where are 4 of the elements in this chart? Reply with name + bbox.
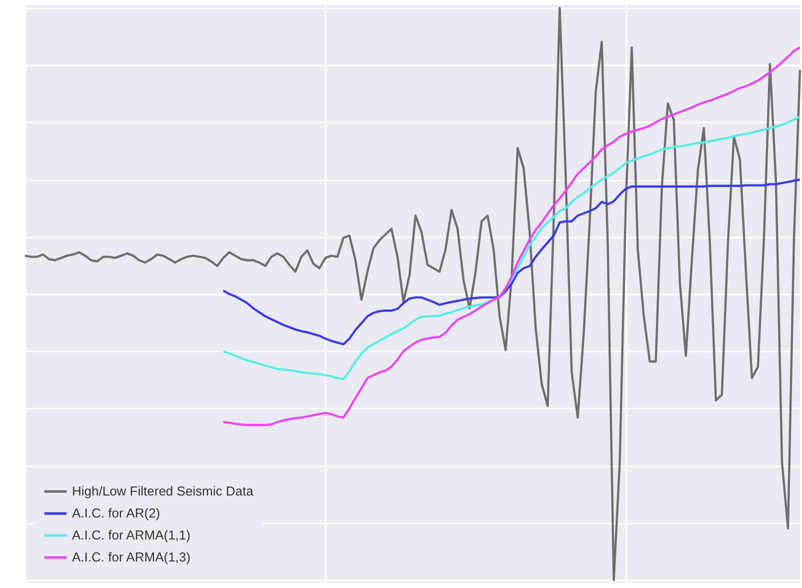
- legend-label: A.I.C. for AR(2): [72, 506, 160, 520]
- legend-label: High/Low Filtered Seismic Data: [72, 484, 254, 498]
- legend-label: A.I.C. for ARMA(1,1): [72, 528, 190, 542]
- legend-label: A.I.C. for ARMA(1,3): [72, 550, 190, 564]
